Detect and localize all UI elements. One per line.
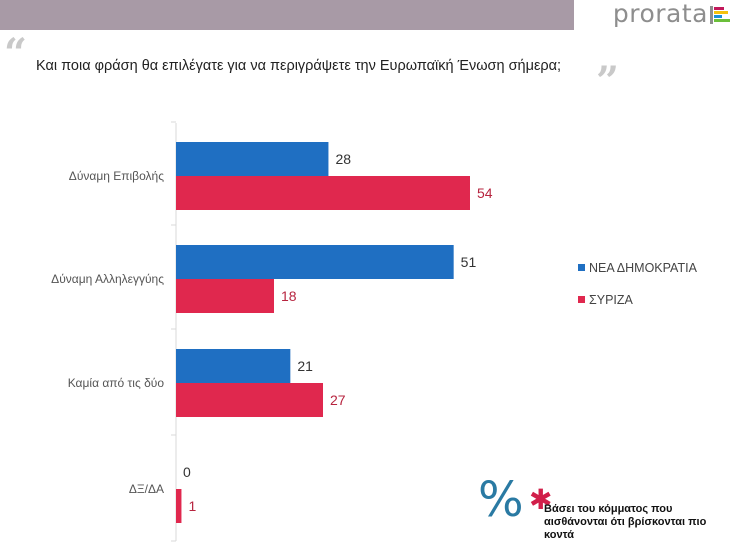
legend-swatch-nd [578, 264, 585, 271]
legend-label-syriza: ΣΥΡΙΖΑ [589, 293, 633, 307]
brand-name: prorata [612, 0, 708, 28]
data-label: 1 [188, 498, 196, 514]
legend-swatch-syriza [578, 296, 585, 303]
data-label: 21 [297, 358, 313, 374]
footnote: Βάσει του κόμματος που αισθάνονται ότι β… [544, 503, 707, 541]
close-quote-icon: ” [596, 58, 620, 105]
bar-nd [176, 349, 291, 383]
category-label: Δύναμη Αλληλεγγύης [51, 272, 164, 286]
legend-item-syriza: ΣΥΡΙΖΑ [578, 293, 633, 307]
category-label: Καμία από τις δύο [68, 376, 165, 390]
question-title: Και ποια φράση θα επιλέγατε για να περιγ… [36, 58, 562, 74]
data-label: 51 [461, 254, 477, 270]
legend-label-nd: ΝΕΑ ΔΗΜΟΚΡΑΤΙΑ [589, 261, 697, 275]
bar-syriza [176, 383, 323, 417]
open-quote-icon: “ [4, 30, 28, 77]
brand-stripes-icon [710, 6, 730, 24]
bar-syriza [176, 279, 274, 313]
bar-syriza [176, 176, 470, 210]
asterisk-icon: ✱ [529, 484, 553, 515]
data-label: 54 [477, 185, 493, 201]
category-label: Δύναμη Επιβολής [69, 169, 164, 183]
logo: prorata [574, 0, 734, 30]
data-label: 0 [183, 464, 191, 480]
bar-nd [176, 142, 329, 176]
bar-syriza [176, 489, 182, 523]
percent-icon: % [478, 472, 524, 528]
bar-nd [176, 245, 454, 279]
data-label: 27 [330, 392, 346, 408]
data-label: 28 [335, 151, 351, 167]
data-label: 18 [281, 288, 297, 304]
legend-item-nd: ΝΕΑ ΔΗΜΟΚΡΑΤΙΑ [578, 261, 697, 275]
category-label: ΔΞ/ΔΑ [129, 482, 164, 496]
